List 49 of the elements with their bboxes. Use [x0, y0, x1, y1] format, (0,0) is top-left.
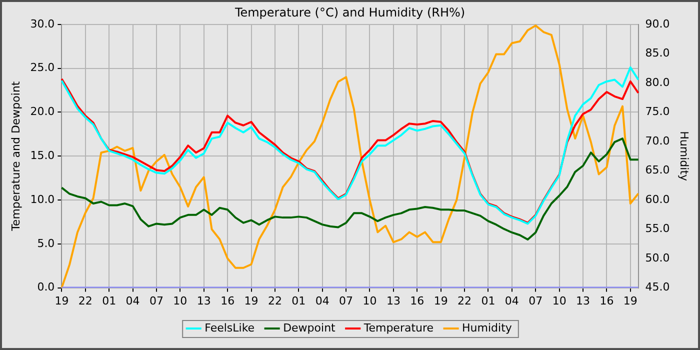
- y2-tick-label: 45.0: [645, 280, 670, 294]
- y2-tick-label: 50.0: [645, 251, 670, 264]
- x-tick-label: 07: [528, 294, 543, 308]
- x-tick-label: 22: [458, 294, 472, 308]
- x-tick-label: 19: [434, 294, 448, 308]
- y-tick-label: 20.0: [30, 105, 55, 118]
- y2-tick-label: 55.0: [645, 222, 670, 236]
- x-tick-label: 10: [362, 294, 377, 308]
- x-tick-label: 19: [54, 294, 69, 308]
- legend-label: Humidity: [462, 321, 512, 334]
- x-tick-label: 22: [78, 294, 92, 308]
- y-tick-label: 30.0: [30, 17, 55, 30]
- x-tick-label: 01: [481, 294, 496, 308]
- x-tick-label: 19: [623, 294, 638, 308]
- x-tick-label: 01: [292, 294, 306, 308]
- x-tick-label: 04: [315, 294, 330, 308]
- x-tick-label: 07: [149, 294, 164, 308]
- y2-axis-title: Humidity: [678, 131, 691, 182]
- x-tick-label: 07: [339, 294, 354, 308]
- legend-label: Temperature: [362, 321, 434, 334]
- y-axis-title: Temperature and Dewpoint: [9, 80, 22, 232]
- y-tick-label: 10.0: [30, 192, 55, 206]
- y-tick-label: 0.0: [37, 280, 55, 294]
- x-tick-label: 16: [220, 294, 235, 308]
- y2-tick-label: 70.0: [645, 134, 670, 148]
- y-tick-label: 5.0: [37, 236, 55, 250]
- x-tick-label: 04: [504, 294, 519, 308]
- x-tick-label: 13: [386, 294, 400, 308]
- x-tick-label: 13: [196, 294, 211, 308]
- y2-tick-label: 75.0: [645, 105, 670, 118]
- y2-tick-label: 85.0: [645, 46, 670, 60]
- legend-label: FeelsLike: [204, 321, 255, 334]
- y2-tick-label: 65.0: [645, 164, 670, 177]
- x-tick-label: 19: [244, 294, 258, 308]
- y2-tick-label: 80.0: [645, 76, 670, 89]
- x-tick-label: 13: [576, 294, 590, 308]
- x-tick-label: 16: [410, 294, 424, 308]
- chart-title: Temperature (°C) and Humidity (RH%): [234, 5, 466, 20]
- y-tick-label: 15.0: [30, 148, 55, 162]
- x-tick-label: 01: [102, 294, 116, 308]
- x-tick-label: 10: [552, 294, 566, 308]
- y2-tick-label: 60.0: [645, 192, 670, 206]
- x-tick-label: 22: [268, 294, 282, 308]
- legend-label: Dewpoint: [283, 321, 336, 334]
- y-tick-label: 25.0: [30, 61, 55, 74]
- x-tick-label: 10: [173, 294, 188, 308]
- y2-tick-label: 90.0: [645, 17, 670, 30]
- x-tick-label: 16: [600, 294, 614, 308]
- x-tick-label: 04: [126, 294, 140, 308]
